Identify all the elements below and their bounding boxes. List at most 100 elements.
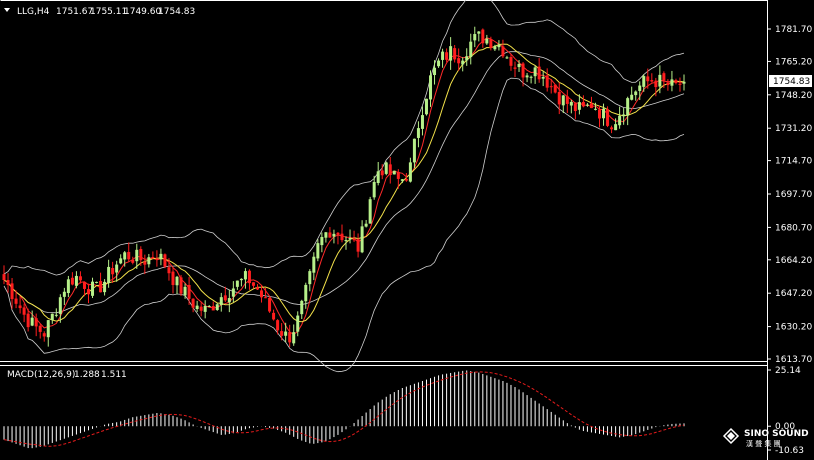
candle — [589, 96, 593, 109]
candle — [62, 287, 66, 306]
candle-body — [429, 75, 433, 100]
candle — [565, 89, 569, 113]
candle-body — [412, 138, 416, 163]
candle — [143, 254, 147, 275]
candle — [107, 259, 111, 288]
candle — [533, 65, 537, 84]
candle-body — [199, 306, 203, 311]
price-tick-label: 1647.20 — [775, 289, 812, 299]
candle — [219, 292, 223, 312]
candle — [670, 70, 674, 92]
price-tick-label: 1680.70 — [775, 223, 812, 233]
candle — [147, 253, 151, 268]
candle — [392, 170, 396, 175]
candle — [380, 164, 384, 180]
candle-body — [352, 238, 356, 241]
candle-body — [662, 73, 666, 81]
candle-body — [115, 264, 119, 273]
price-axis-ticks: 1781.70 1765.20 1748.20 1731.20 1714.70 1697.… — [767, 25, 812, 365]
candle-body — [461, 60, 465, 65]
chart-menu-arrow-icon[interactable] — [4, 8, 10, 12]
candle-body — [74, 275, 78, 286]
candle-body — [400, 179, 404, 181]
candle — [340, 224, 344, 243]
candle — [606, 106, 610, 128]
candle — [581, 95, 585, 108]
candle — [10, 278, 14, 309]
candle-body — [280, 331, 284, 336]
candle — [372, 175, 376, 200]
candle-body — [537, 66, 541, 80]
candle — [626, 96, 630, 126]
candle — [183, 283, 187, 299]
candle-body — [131, 259, 135, 263]
macd-signal-path — [3, 371, 685, 447]
candle-body — [54, 314, 58, 316]
candle-body — [42, 333, 46, 337]
candle-body — [203, 305, 207, 312]
candle — [465, 48, 469, 66]
candle-body — [159, 253, 163, 260]
candle — [103, 279, 107, 296]
candle-body — [147, 257, 151, 265]
candle-body — [268, 297, 272, 312]
candle — [199, 301, 203, 317]
candle-body — [215, 304, 219, 310]
candle — [437, 58, 441, 68]
candle — [276, 319, 280, 335]
candle — [598, 105, 602, 128]
candle-body — [372, 181, 376, 198]
candle-body — [557, 92, 561, 105]
candle-body — [521, 63, 525, 78]
candle-body — [626, 98, 630, 116]
candle — [525, 73, 529, 83]
candle — [678, 77, 682, 92]
candle — [54, 308, 58, 318]
candle-body — [573, 103, 577, 112]
candle-body — [2, 274, 6, 281]
candle — [243, 268, 247, 289]
candle — [453, 45, 457, 63]
candle — [308, 269, 312, 292]
candle-body — [127, 251, 131, 260]
candle-body — [384, 162, 388, 174]
candle-body — [316, 243, 320, 259]
candle — [203, 300, 207, 319]
candle — [264, 287, 268, 299]
candle — [284, 322, 288, 343]
candle — [207, 305, 211, 307]
candle — [320, 232, 324, 253]
price-tick-label: 1748.20 — [775, 91, 812, 101]
candle-body — [658, 74, 662, 87]
candle — [481, 28, 485, 48]
candle-body — [264, 297, 268, 299]
candle-body — [10, 283, 14, 300]
candle — [529, 75, 533, 84]
candle-body — [304, 284, 308, 302]
candle — [175, 275, 179, 294]
macd-tick-label: -10.63 — [775, 446, 804, 456]
candle-body — [525, 75, 529, 78]
low-value: 1749.60 — [124, 7, 161, 17]
candle-body — [670, 79, 674, 86]
candle-body — [598, 109, 602, 119]
candle — [416, 121, 420, 148]
moving-average-fast-line — [3, 37, 685, 336]
candle — [30, 310, 34, 327]
candle — [513, 61, 517, 78]
candle — [618, 106, 622, 129]
candle-body — [300, 300, 304, 315]
price-tick-label: 1781.70 — [775, 25, 812, 35]
candle-body — [610, 127, 614, 130]
candle-body — [453, 48, 457, 60]
candle — [195, 300, 199, 313]
candle-body — [276, 320, 280, 331]
candle — [541, 71, 545, 87]
candle-body — [606, 109, 610, 126]
candle — [300, 299, 304, 320]
candle — [429, 70, 433, 107]
candle — [127, 242, 131, 263]
candle — [662, 71, 666, 89]
current-price-marker: 1754.83 — [769, 75, 812, 87]
candlestick-series — [2, 26, 686, 347]
